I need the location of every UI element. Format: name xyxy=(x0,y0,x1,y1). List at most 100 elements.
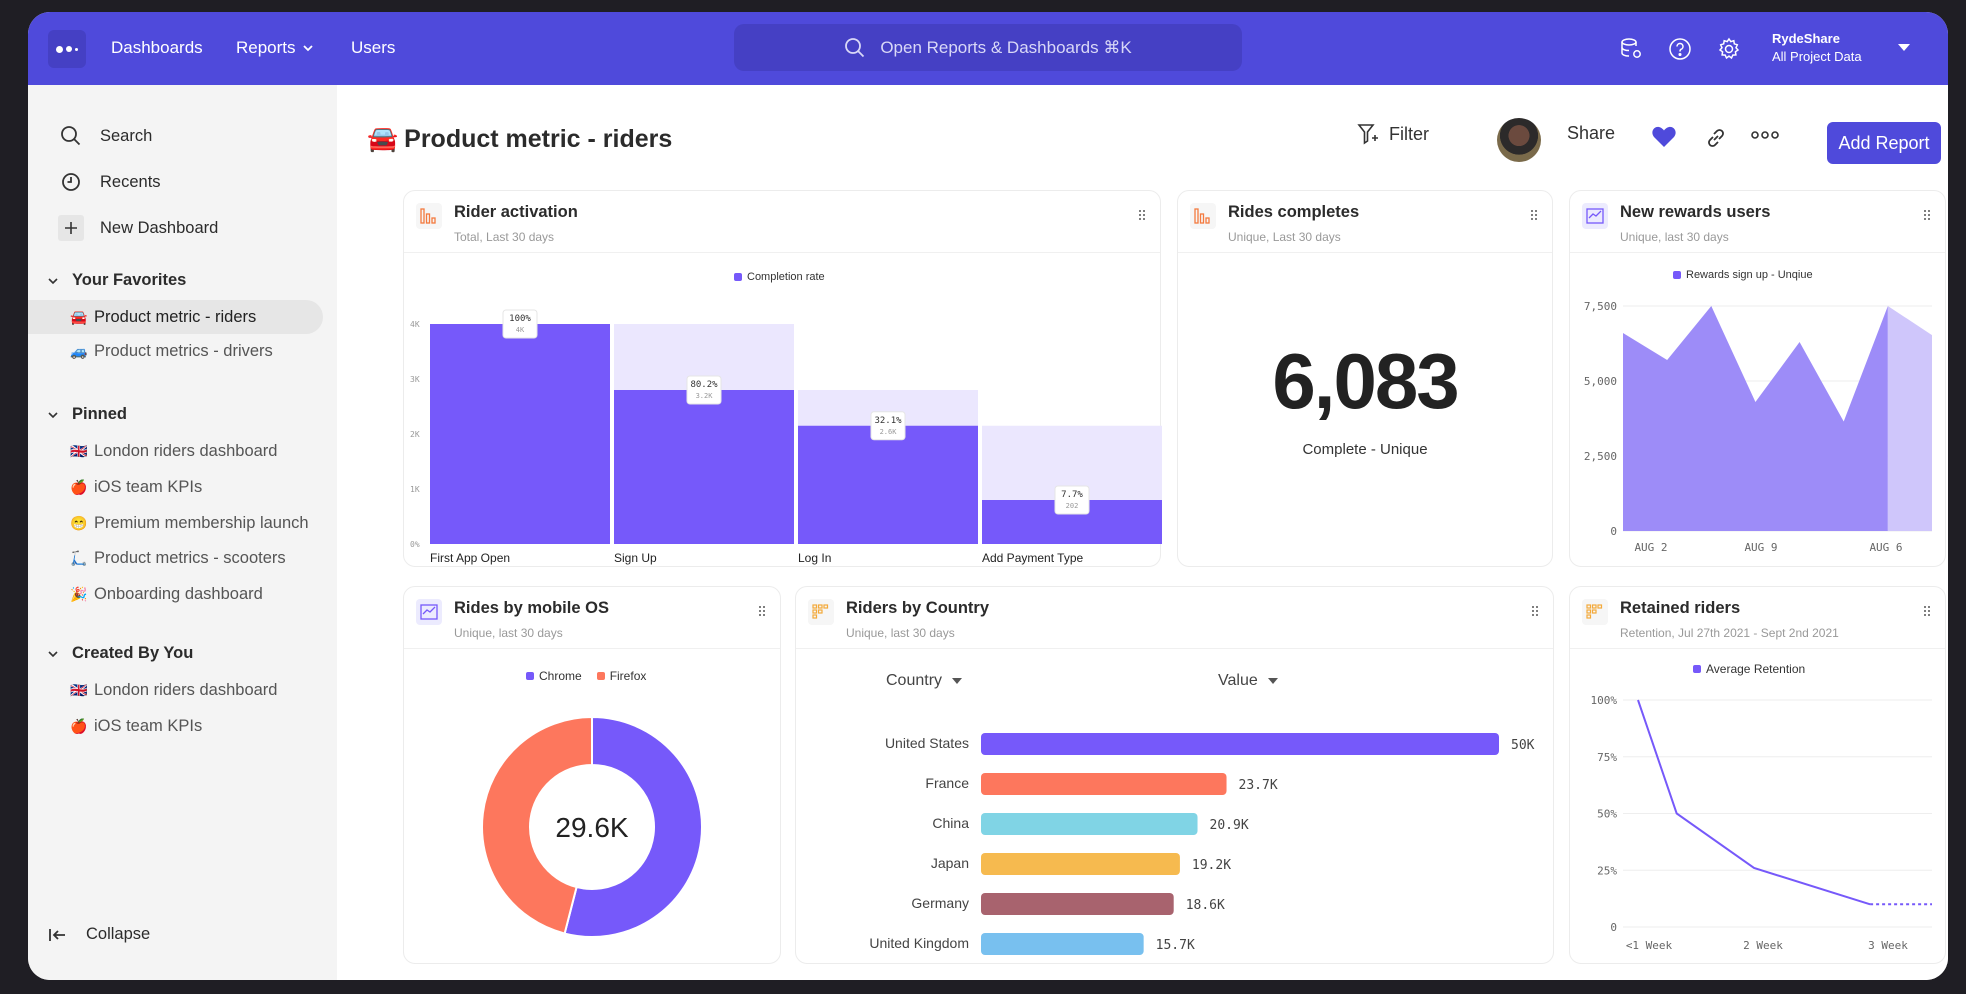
nav-reports[interactable]: Reports xyxy=(236,38,314,58)
party-emoji-icon: 🎉 xyxy=(70,586,88,602)
section-created-toggle[interactable]: Created By You xyxy=(48,644,193,663)
more-options-button[interactable] xyxy=(1751,130,1779,140)
collapse-sidebar-button[interactable]: Collapse xyxy=(48,925,150,944)
card-subtitle: Unique, last 30 days xyxy=(454,626,563,640)
x-tick-label: AUG 9 xyxy=(1744,541,1777,554)
sidebar-item-onboarding[interactable]: 🎉 Onboarding dashboard xyxy=(70,585,263,604)
chart-legend: Chrome Firefox xyxy=(526,669,646,683)
card-title: Riders by Country xyxy=(846,599,990,617)
nav-label: Reports xyxy=(236,38,296,57)
y-tick-label: 3K xyxy=(410,375,420,384)
sidebar-item-premium-membership[interactable]: 😁 Premium membership launch xyxy=(70,514,308,533)
add-report-button[interactable]: Add Report xyxy=(1827,122,1941,164)
chevron-down-icon xyxy=(48,650,58,657)
legend-label: Firefox xyxy=(609,669,647,683)
country-bar xyxy=(981,933,1144,955)
uk-flag-icon: 🇬🇧 xyxy=(70,443,88,459)
filter-button[interactable]: Filter xyxy=(1357,123,1429,145)
legend-label: Chrome xyxy=(539,669,582,683)
section-favorites-toggle[interactable]: Your Favorites xyxy=(48,271,186,290)
area-incomplete-series xyxy=(1887,306,1932,531)
legend-swatch xyxy=(1693,665,1701,673)
data-label-pct: 80.2% xyxy=(690,380,718,390)
nav-label: Users xyxy=(351,38,396,57)
drag-handle-icon[interactable] xyxy=(1530,209,1538,221)
section-title: Your Favorites xyxy=(72,271,187,289)
caret-down-icon[interactable] xyxy=(1898,44,1910,51)
x-tick-label: AUG 2 xyxy=(1634,541,1667,554)
nav-dashboards[interactable]: Dashboards xyxy=(111,38,203,58)
big-number-caption: Complete - Unique xyxy=(1302,441,1428,458)
y-tick-label: 2,500 xyxy=(1584,450,1617,463)
plus-icon xyxy=(58,215,84,241)
drag-handle-icon[interactable] xyxy=(1531,605,1539,617)
collapse-left-icon xyxy=(49,928,65,941)
favorite-button[interactable] xyxy=(1651,126,1677,148)
column-header-label: Country xyxy=(886,672,943,689)
main-content: 🚘 Product metric - riders Filter Share A… xyxy=(337,85,1948,980)
gear-icon[interactable] xyxy=(1714,34,1744,64)
x-tick-label: 3 Week xyxy=(1868,939,1908,952)
drag-handle-icon[interactable] xyxy=(1138,209,1146,221)
filter-label: Filter xyxy=(1389,123,1429,144)
help-icon[interactable] xyxy=(1665,34,1695,64)
y-tick-label: 25% xyxy=(1597,864,1617,877)
project-selector[interactable]: RydeShare All Project Data xyxy=(1772,30,1862,66)
country-column-sort[interactable]: Country xyxy=(886,672,963,690)
drag-handle-icon[interactable] xyxy=(1923,605,1931,617)
data-settings-icon[interactable] xyxy=(1616,34,1646,64)
share-button[interactable]: Share xyxy=(1567,123,1615,144)
donut-chart: 29.6K xyxy=(481,715,703,938)
value-column-sort[interactable]: Value xyxy=(1218,672,1278,690)
car-emoji-icon: 🚘 xyxy=(70,308,88,325)
card-subtitle: Unique, last 30 days xyxy=(1620,230,1729,244)
app-logo[interactable] xyxy=(48,30,86,68)
sidebar-item-product-metrics-scooters[interactable]: 🛴 Product metrics - scooters xyxy=(70,549,285,568)
y-tick-label: 7,500 xyxy=(1584,300,1617,313)
card-rides-by-mobile-os: Rides by mobile OS Unique, last 30 days … xyxy=(403,586,781,964)
drag-handle-icon[interactable] xyxy=(1923,209,1931,221)
country-bar xyxy=(981,733,1499,755)
card-rider-activation: Rider activation Total, Last 30 days Com… xyxy=(403,190,1162,567)
sidebar-item-label: New Dashboard xyxy=(100,218,219,237)
country-value-label: 15.7K xyxy=(1156,938,1195,953)
area-series xyxy=(1623,306,1888,531)
country-value-label: 23.7K xyxy=(1239,778,1278,793)
card-subtitle: Retention, Jul 27th 2021 - Sept 2nd 2021 xyxy=(1620,626,1839,640)
section-pinned-toggle[interactable]: Pinned xyxy=(48,405,127,424)
data-label-box xyxy=(1054,485,1090,515)
nav-users[interactable]: Users xyxy=(351,38,395,58)
avatar[interactable] xyxy=(1497,118,1541,162)
country-value-label: 50K xyxy=(1511,738,1535,753)
sidebar-search[interactable]: Search xyxy=(58,123,152,149)
legend-swatch xyxy=(1673,271,1681,279)
sidebar-item-ios-kpis[interactable]: 🍎 iOS team KPIs xyxy=(70,478,202,497)
funnel-bar xyxy=(798,425,978,544)
caret-down-icon xyxy=(1267,678,1278,684)
sidebar-item-product-metric-riders[interactable]: 🚘 Product metric - riders xyxy=(28,300,323,334)
country-value-label: 19.2K xyxy=(1192,858,1231,873)
y-tick-label: 50% xyxy=(1597,808,1617,821)
funnel-bar xyxy=(430,324,610,544)
y-tick-label: 0 xyxy=(1610,921,1617,934)
legend-swatch xyxy=(596,672,605,680)
global-search[interactable]: Open Reports & Dashboards ⌘K xyxy=(734,24,1242,71)
copy-link-button[interactable] xyxy=(1704,126,1728,150)
x-category-label: Log In xyxy=(798,551,831,565)
apple-emoji-icon: 🍎 xyxy=(70,479,88,495)
country-bar xyxy=(981,813,1198,835)
country-value-label: 20.9K xyxy=(1210,818,1249,833)
sidebar-item-london-riders[interactable]: 🇬🇧 London riders dashboard xyxy=(70,442,277,461)
card-title: Rides completes xyxy=(1228,203,1360,221)
card-title: Rides by mobile OS xyxy=(454,599,609,617)
project-scope: All Project Data xyxy=(1772,49,1862,64)
sidebar-recents[interactable]: Recents xyxy=(58,169,161,195)
sidebar-new-dashboard[interactable]: New Dashboard xyxy=(58,215,218,241)
sidebar-item-product-metrics-drivers[interactable]: 🚙 Product metrics - drivers xyxy=(70,342,273,361)
drag-handle-icon[interactable] xyxy=(758,605,766,617)
sidebar-item-ios-kpis-created[interactable]: 🍎 iOS team KPIs xyxy=(70,717,202,736)
card-subtitle: Total, Last 30 days xyxy=(454,230,555,244)
chevron-down-icon xyxy=(48,411,58,418)
card-riders-by-country: Riders by Country Unique, last 30 days C… xyxy=(795,586,1554,964)
sidebar-item-london-riders-created[interactable]: 🇬🇧 London riders dashboard xyxy=(70,681,277,700)
